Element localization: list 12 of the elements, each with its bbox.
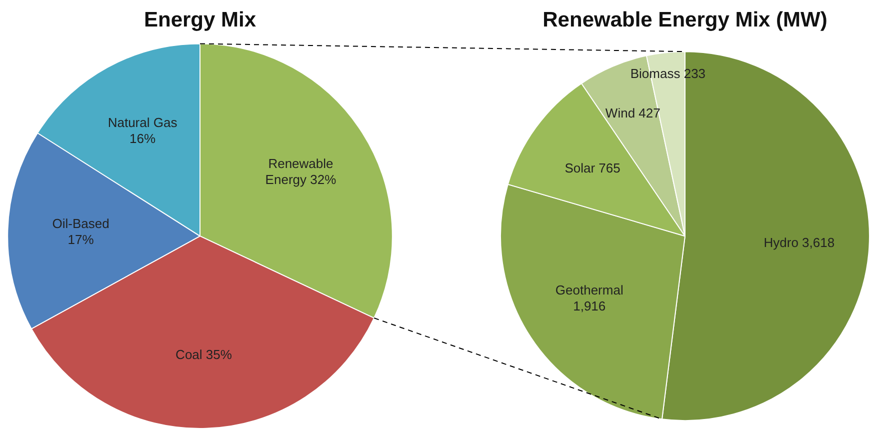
data-label: 1,916 xyxy=(573,298,606,314)
slice-label: Solar 765 xyxy=(564,160,620,176)
slice-label: Oil-Based xyxy=(52,216,110,231)
chart-title: Energy Mix xyxy=(144,8,256,32)
slice-label: Geothermal xyxy=(555,282,624,298)
data-label: 16% xyxy=(130,131,156,146)
slice-label: Renewable Energy 32% xyxy=(265,156,337,187)
slice-label: Hydro 3,618 xyxy=(764,234,835,250)
slice-label: Natural Gas xyxy=(108,115,178,130)
slice-label: Coal 35% xyxy=(176,346,232,362)
data-label: 17% xyxy=(68,232,94,247)
chart-title: Renewable Energy Mix (MW) xyxy=(542,8,828,32)
